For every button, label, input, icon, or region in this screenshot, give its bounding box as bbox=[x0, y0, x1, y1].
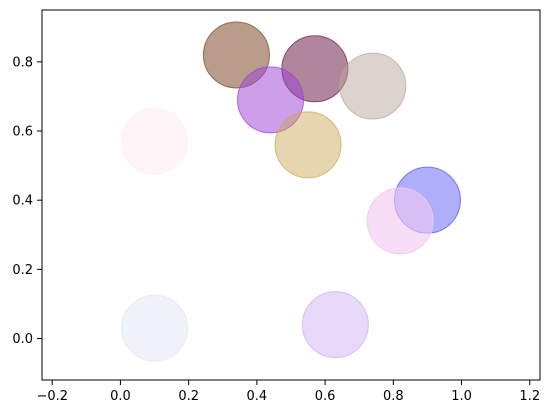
plot-frame bbox=[41, 9, 541, 381]
y-tick-label: 0.6 bbox=[12, 125, 33, 140]
x-tick-label: 1.2 bbox=[519, 389, 540, 404]
bubble-point-8 bbox=[366, 187, 434, 255]
x-tick-label: 1.0 bbox=[451, 389, 472, 404]
y-axis: 0.0 0.2 0.4 0.6 0.8 bbox=[12, 55, 42, 347]
marks-layer bbox=[121, 21, 461, 362]
y-tick-label: 0.0 bbox=[12, 332, 33, 347]
x-tick-label: 0.6 bbox=[315, 389, 336, 404]
x-tick-label: 0.4 bbox=[247, 389, 268, 404]
x-axis: −0.2 0.0 0.2 0.4 0.6 0.8 1.0 1.2 bbox=[36, 380, 540, 404]
y-tick-label: 0.4 bbox=[12, 194, 33, 209]
y-tick-label: 0.2 bbox=[12, 263, 33, 278]
y-tick-label: 0.8 bbox=[12, 55, 33, 70]
bubble-point-9 bbox=[121, 294, 189, 362]
x-tick-label: 0.8 bbox=[383, 389, 404, 404]
bubble-point-3 bbox=[339, 52, 407, 120]
bubble-point-4 bbox=[237, 66, 305, 134]
bubble-point-5 bbox=[274, 111, 342, 179]
x-tick-label: 0.2 bbox=[178, 389, 199, 404]
bubble-point-6 bbox=[121, 107, 189, 175]
x-tick-label: −0.2 bbox=[36, 389, 68, 404]
x-tick-label: 0.0 bbox=[110, 389, 131, 404]
bubble-point-10 bbox=[301, 291, 369, 359]
